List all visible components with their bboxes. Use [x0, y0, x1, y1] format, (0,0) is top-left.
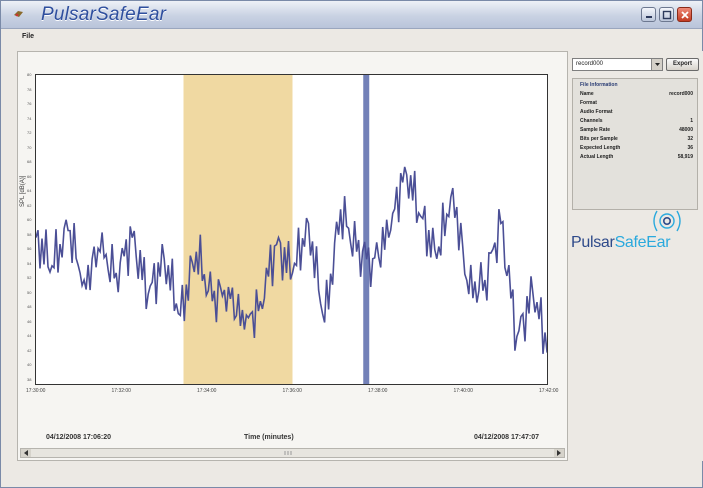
- horizontal-scrollbar[interactable]: [20, 448, 565, 458]
- x-tick-label: 17:40:00: [453, 388, 473, 394]
- plot-panel: 80 78 76 74 72 70 68 66 64 62 60 58 56 54 52 50 48 46 44 42…: [17, 51, 568, 461]
- brand-logo: PulsarSafeEar: [571, 208, 701, 263]
- x-axis-title: Time (minutes): [244, 434, 294, 441]
- spl-chart: [36, 75, 547, 385]
- info-row: Name record000: [580, 91, 693, 100]
- y-tick-label: 44: [27, 333, 32, 338]
- x-tick-label: 17:42:00: [539, 388, 559, 394]
- window-title: PulsarSafeEar: [41, 4, 167, 25]
- info-row: Expected Length 36: [580, 145, 693, 154]
- y-tick-label: 62: [27, 202, 32, 208]
- info-key: Expected Length: [580, 145, 621, 151]
- info-value: 36: [687, 145, 693, 151]
- y-tick-label: 48: [27, 304, 32, 309]
- export-button[interactable]: Export: [666, 58, 699, 71]
- info-key: Audio Format: [580, 109, 613, 115]
- y-tick-label: 60: [27, 217, 32, 222]
- highlight-band: [183, 75, 293, 384]
- start-time-label: 04/12/2008 17:06:20: [46, 434, 111, 441]
- y-tick-label: 76: [27, 101, 32, 106]
- y-tick-label: 38: [27, 376, 32, 382]
- y-tick-label: 66: [27, 173, 32, 179]
- info-key: Bits per Sample: [580, 136, 618, 142]
- info-value: 1: [690, 118, 693, 124]
- minimize-button[interactable]: [641, 7, 656, 22]
- title-bar[interactable]: PulsarSafeEar: [1, 1, 702, 29]
- info-key: Actual Length: [580, 154, 614, 160]
- menu-bar: File: [1, 29, 702, 47]
- y-tick-label: 68: [27, 159, 32, 164]
- plot-area[interactable]: [35, 74, 548, 385]
- x-tick-label: 17:36:00: [282, 388, 302, 394]
- y-tick-label: 70: [27, 144, 32, 150]
- info-value: record000: [669, 91, 693, 97]
- info-row: Format: [580, 100, 693, 109]
- file-information-box: File Information Name record000 Format Audi…: [572, 78, 698, 210]
- side-panel: record000 Export File Information Name re…: [568, 51, 703, 461]
- info-key: Sample Rate: [580, 127, 611, 133]
- y-tick-label: 54: [27, 260, 32, 266]
- y-tick-label: 72: [27, 130, 32, 135]
- info-key: Format: [580, 100, 597, 106]
- menu-file[interactable]: File: [22, 33, 35, 40]
- maximize-icon: [662, 10, 672, 20]
- y-tick-label: 56: [27, 246, 32, 251]
- cursor-line[interactable]: [363, 75, 370, 385]
- scroll-right-button[interactable]: [554, 449, 564, 457]
- dropdown-button[interactable]: [651, 59, 662, 70]
- y-tick-label: 46: [27, 318, 32, 324]
- y-tick-label: 64: [27, 188, 32, 193]
- brand-name-part-1: Pulsar: [571, 234, 615, 251]
- info-row: Sample Rate 48000: [580, 127, 693, 136]
- x-tick-label: 17:34:00: [197, 388, 217, 394]
- chevron-down-icon: [655, 63, 660, 66]
- info-key: Channels: [580, 118, 603, 124]
- brand-name-part-2: SafeEar: [614, 234, 671, 251]
- app-icon: [14, 11, 23, 17]
- y-tick-label: 58: [27, 231, 32, 237]
- y-tick-label: 74: [27, 115, 32, 121]
- scroll-thumb[interactable]: [283, 451, 295, 455]
- info-value: 32: [687, 136, 693, 142]
- info-key: Name: [580, 91, 594, 97]
- y-tick-label: 42: [27, 347, 32, 353]
- info-row: Channels 1: [580, 118, 693, 127]
- arrow-left-icon: [24, 450, 28, 456]
- info-value: 48000: [679, 127, 693, 133]
- x-tick-label: 17:38:00: [368, 388, 388, 394]
- minimize-icon: [646, 16, 652, 18]
- info-row: Audio Format: [580, 109, 693, 118]
- info-row: Bits per Sample 32: [580, 136, 693, 145]
- scroll-left-button[interactable]: [21, 449, 31, 457]
- ear-logo-icon: [653, 210, 681, 232]
- y-axis-title: SPL [dB(A)]: [20, 175, 26, 207]
- arrow-right-icon: [557, 450, 561, 456]
- file-select[interactable]: record000: [572, 58, 663, 71]
- y-tick-label: 50: [27, 289, 32, 295]
- spl-series-line: [36, 166, 547, 354]
- y-tick-label: 40: [27, 362, 32, 367]
- close-icon: [681, 11, 689, 19]
- y-tick-label: 52: [27, 275, 32, 280]
- maximize-button[interactable]: [659, 7, 674, 22]
- file-information-heading: File Information: [580, 82, 618, 88]
- x-tick-label: 17:30:00: [26, 388, 46, 394]
- y-tick-label: 78: [27, 86, 32, 92]
- end-time-label: 04/12/2008 17:47:07: [474, 434, 539, 441]
- file-select-value: record000: [576, 61, 604, 67]
- x-tick-label: 17:32:00: [111, 388, 131, 394]
- close-button[interactable]: [677, 7, 692, 22]
- y-tick-label: 80: [27, 72, 32, 77]
- info-row: Actual Length 58,919: [580, 154, 693, 163]
- info-value: 58,919: [677, 154, 693, 160]
